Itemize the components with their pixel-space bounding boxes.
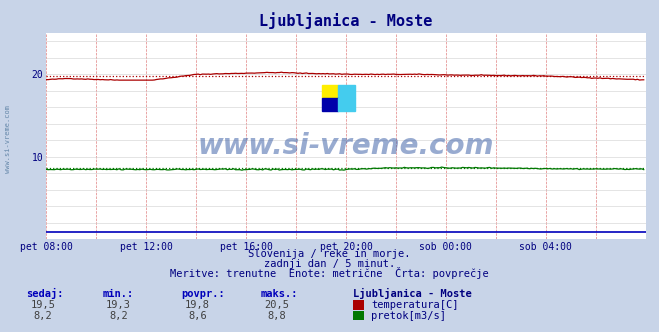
- Text: povpr.:: povpr.:: [181, 289, 225, 299]
- Text: min.:: min.:: [102, 289, 133, 299]
- Text: www.si-vreme.com: www.si-vreme.com: [198, 132, 494, 160]
- Text: 8,6: 8,6: [188, 311, 207, 321]
- Bar: [322, 85, 339, 98]
- Bar: [339, 85, 355, 98]
- Title: Ljubljanica - Moste: Ljubljanica - Moste: [259, 12, 433, 29]
- Text: sedaj:: sedaj:: [26, 288, 64, 299]
- Text: Slovenija / reke in morje.: Slovenija / reke in morje.: [248, 249, 411, 259]
- Text: zadnji dan / 5 minut.: zadnji dan / 5 minut.: [264, 259, 395, 269]
- Bar: [339, 98, 355, 112]
- Text: 19,3: 19,3: [106, 300, 131, 310]
- Text: 8,2: 8,2: [34, 311, 52, 321]
- Text: pretok[m3/s]: pretok[m3/s]: [371, 311, 446, 321]
- Bar: [322, 98, 339, 112]
- Text: www.si-vreme.com: www.si-vreme.com: [5, 106, 11, 173]
- Text: 20,5: 20,5: [264, 300, 289, 310]
- Text: Ljubljanica - Moste: Ljubljanica - Moste: [353, 288, 471, 299]
- Text: maks.:: maks.:: [260, 289, 298, 299]
- Text: 19,8: 19,8: [185, 300, 210, 310]
- Text: 8,8: 8,8: [268, 311, 286, 321]
- Text: 8,2: 8,2: [109, 311, 128, 321]
- Text: temperatura[C]: temperatura[C]: [371, 300, 459, 310]
- Text: Meritve: trenutne  Enote: metrične  Črta: povprečje: Meritve: trenutne Enote: metrične Črta: …: [170, 267, 489, 279]
- Text: 19,5: 19,5: [30, 300, 55, 310]
